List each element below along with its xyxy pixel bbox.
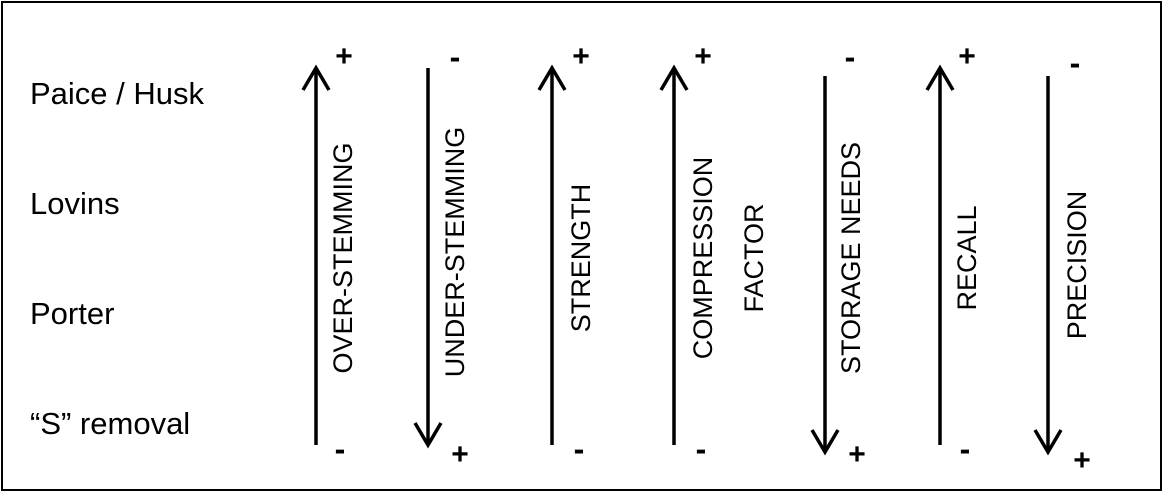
column-compression-factor: + - COMPRESSION FACTOR <box>659 40 769 467</box>
row-label-lovins: Lovins <box>30 186 120 221</box>
bottom-sign: - <box>574 431 585 467</box>
top-sign: + <box>694 40 712 73</box>
column-over-stemming: + - OVER-STEMMING <box>301 40 358 467</box>
top-sign: + <box>958 40 976 73</box>
top-sign: - <box>845 39 856 75</box>
column-label-line-1: COMPRESSION <box>688 157 718 360</box>
row-label-paice-husk: Paice / Husk <box>30 76 205 111</box>
bottom-sign: - <box>335 431 346 467</box>
top-sign: + <box>572 40 590 73</box>
row-label-s-removal: “S” removal <box>30 406 191 441</box>
column-recall: + - RECALL <box>925 40 982 467</box>
bottom-sign: + <box>848 438 866 471</box>
column-label: STORAGE NEEDS <box>836 142 866 374</box>
bottom-sign: + <box>1073 444 1091 477</box>
top-sign: - <box>1070 45 1081 81</box>
column-storage-needs: - + STORAGE NEEDS <box>810 39 866 471</box>
bottom-sign: - <box>960 431 971 467</box>
arrow-up-head <box>301 64 331 91</box>
column-label: OVER-STEMMING <box>328 142 358 373</box>
column-label: RECALL <box>952 205 982 310</box>
column-under-stemming: - + UNDER-STEMMING <box>413 39 470 471</box>
top-sign: + <box>335 40 353 73</box>
column-label: PRECISION <box>1062 191 1092 340</box>
column-label: UNDER-STEMMING <box>440 127 470 378</box>
arrow-down-head <box>413 422 443 449</box>
column-label-line-2: FACTOR <box>739 203 769 312</box>
column-strength: + - STRENGTH <box>537 40 596 467</box>
row-label-porter: Porter <box>30 296 115 331</box>
bottom-sign: - <box>696 431 707 467</box>
arrow-up-head <box>925 64 955 91</box>
arrow-up-head <box>537 64 567 91</box>
arrow-down-head <box>1033 429 1063 456</box>
bottom-sign: + <box>451 438 469 471</box>
top-sign: - <box>450 39 461 75</box>
column-precision: - + PRECISION <box>1033 45 1092 477</box>
arrow-down-head <box>810 429 840 456</box>
arrow-up-head <box>659 64 689 91</box>
column-label: STRENGTH <box>566 184 596 333</box>
